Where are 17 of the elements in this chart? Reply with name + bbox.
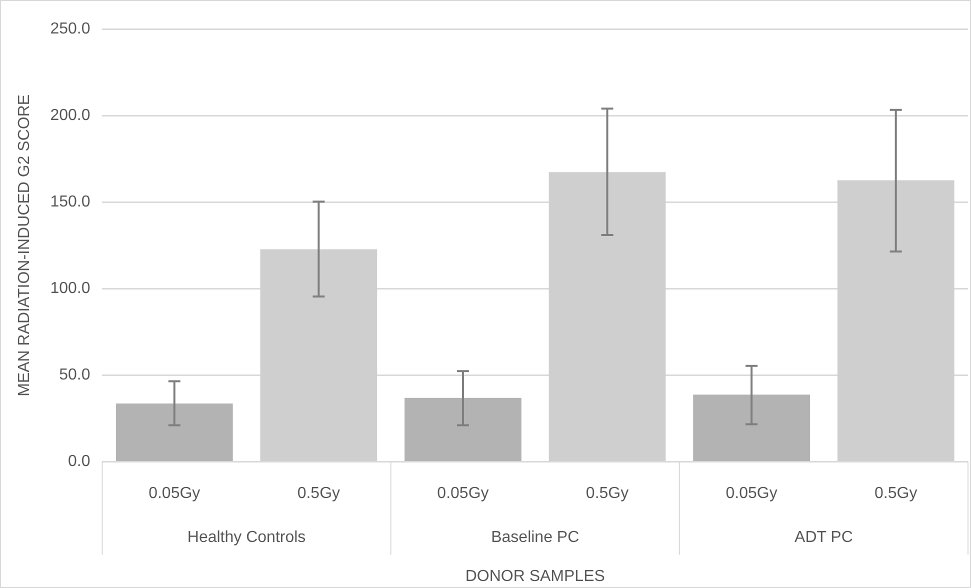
text: Baseline PC xyxy=(491,529,580,546)
y-tick-label: 150.0 xyxy=(50,194,90,211)
x-tick-label: 0.5Gy xyxy=(586,484,629,502)
y-tick-label: 100.0 xyxy=(50,280,90,298)
y-tick-label: 50.0 xyxy=(59,366,90,384)
x-tick-label: 0.05Gy xyxy=(437,484,489,502)
x-axis-title: DONOR SAMPLES xyxy=(465,568,605,586)
y-tick-label: 0.0 xyxy=(68,453,90,470)
y-tick-label: 200.0 xyxy=(50,106,90,124)
x-tick-label: 0.05Gy xyxy=(148,484,200,502)
x-tick-label: 0.5Gy xyxy=(874,484,918,502)
text: ADT PC xyxy=(794,529,853,546)
y-tick-label: 250.0 xyxy=(50,20,90,38)
text: Healthy Controls xyxy=(187,529,306,546)
x-tick-label: 0.05Gy xyxy=(726,484,778,502)
x-tick-label: 0.5Gy xyxy=(297,484,340,502)
y-axis-title: MEAN RADIATION-INDUCED G2 SCORE xyxy=(16,94,34,396)
